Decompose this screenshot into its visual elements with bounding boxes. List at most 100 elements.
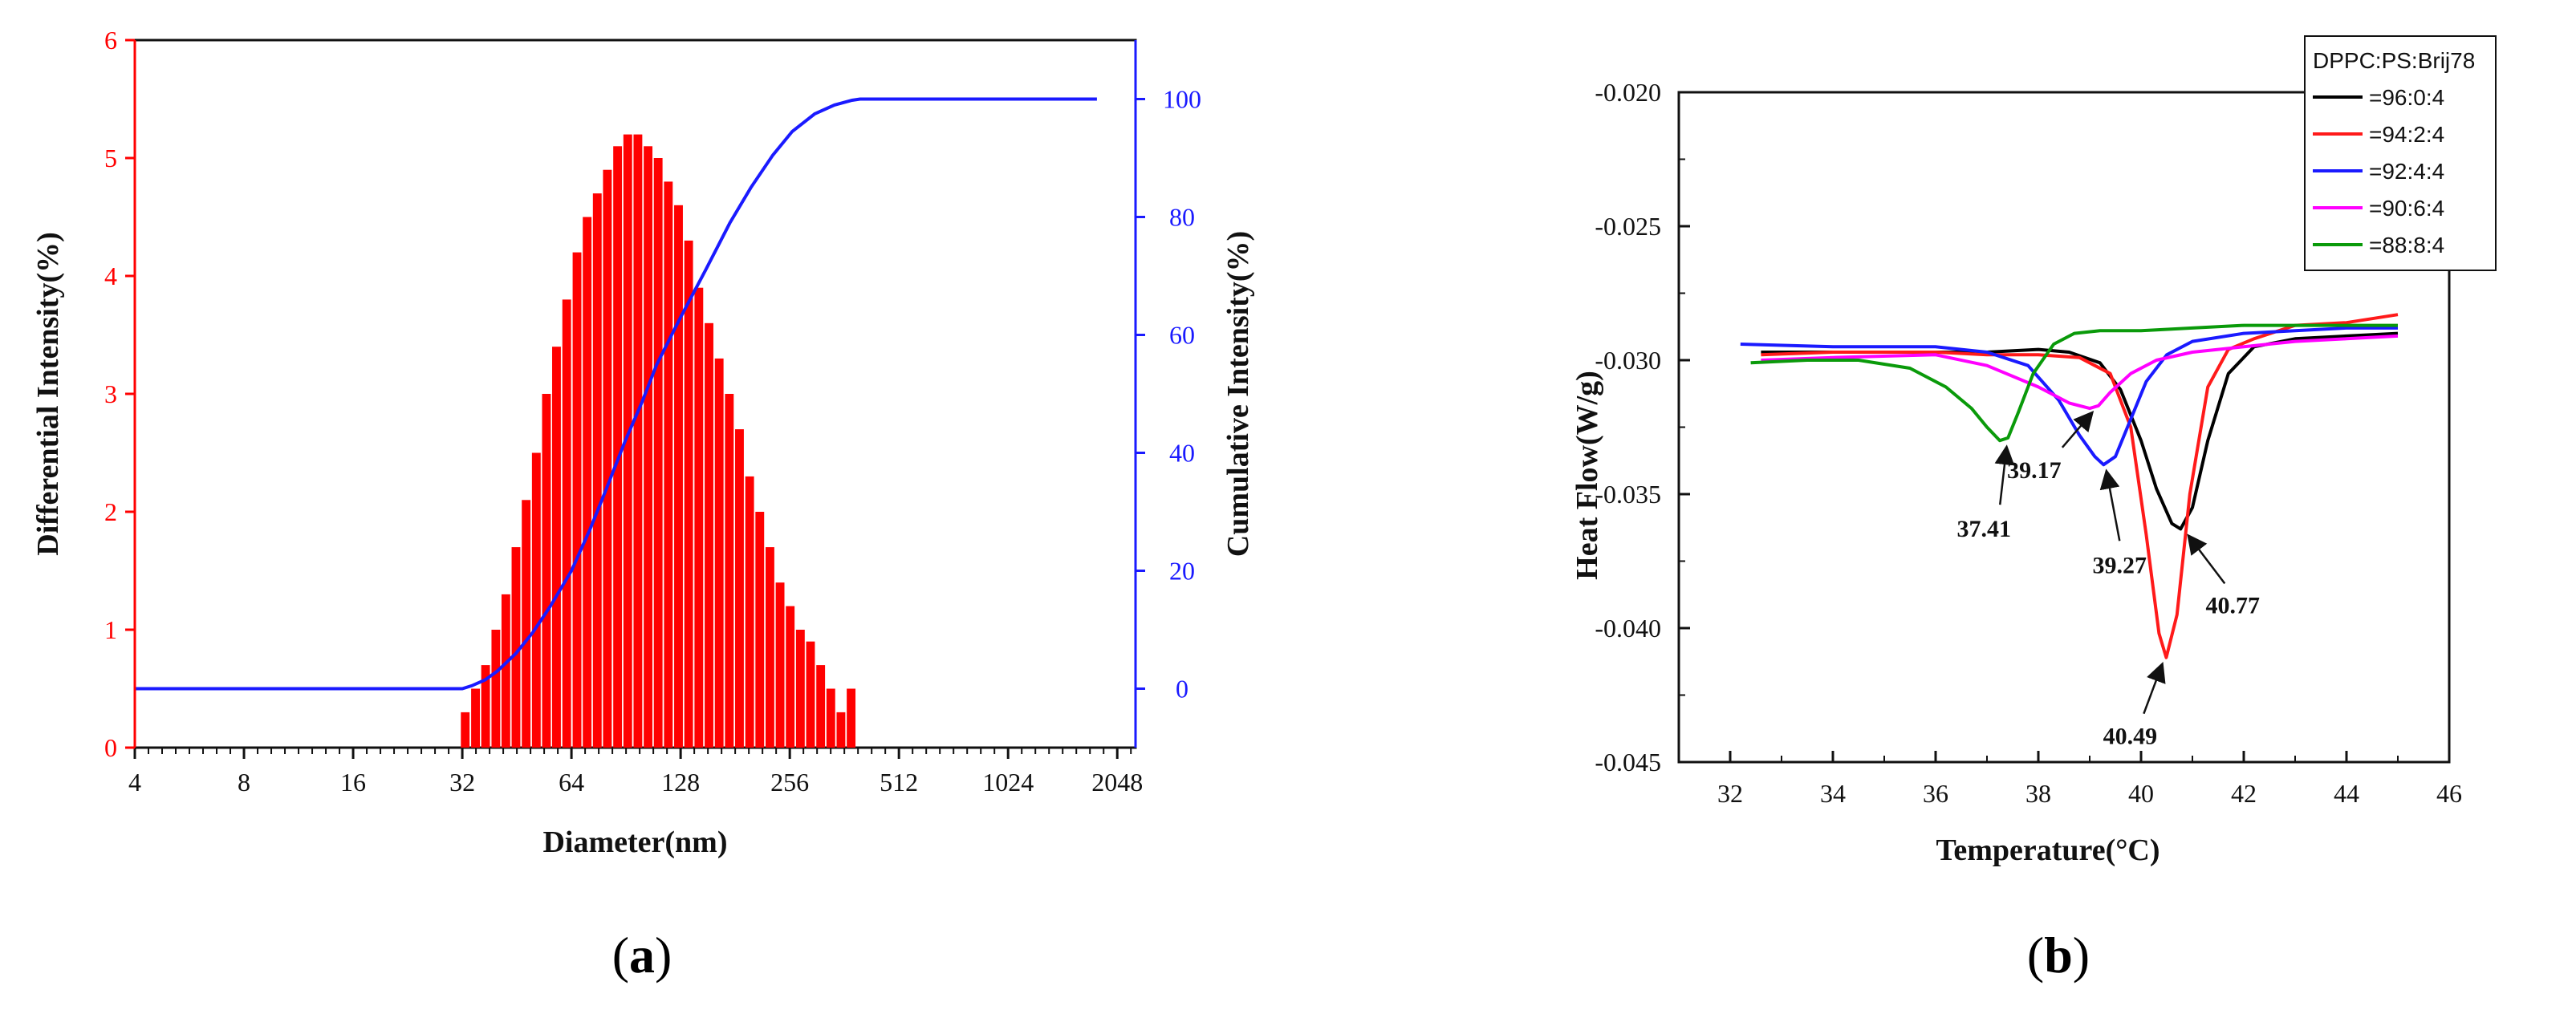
differential-bar [613,146,623,748]
panel-a-right-y-axis: 0 20 40 60 80 100 [1134,40,1201,748]
y-tick-label: 1 [104,615,117,644]
y2-tick-label: 100 [1163,85,1201,114]
y-tick-label: -0.035 [1595,480,1661,509]
differential-bar [795,630,805,748]
differential-bar [725,394,734,748]
y-tick-label: 3 [104,379,117,408]
x-tick-label: 8 [238,768,250,797]
panel-b-caption-part: b [2044,927,2073,983]
legend-label: =94:2:4 [2369,122,2444,147]
panel-a-caption-part: ) [655,927,672,983]
y2-tick-label: 80 [1169,203,1195,232]
differential-bar [603,169,612,748]
differential-bar [806,641,815,748]
differential-bar [684,240,693,748]
peak-label: 40.77 [2206,592,2261,618]
differential-bar [623,134,632,748]
y2-tick-label: 40 [1169,439,1195,468]
y-tick-label: -0.025 [1595,212,1661,241]
y-tick-label: 2 [104,497,117,526]
panel-b-caption: (b) [2027,927,2090,983]
panel-a-left-y-axis: 0 1 2 3 4 5 6 [104,26,136,762]
differential-bar [592,193,602,748]
panel-b-caption-part: ( [2027,927,2044,983]
differential-bar [481,665,490,748]
panel-a-caption: (a) [612,927,672,983]
panel-a-x-axis: 4 8 16 32 64 128 256 512 1024 2048 [128,748,1143,797]
x-tick-label: 38 [2025,779,2051,808]
x-tick-label: 2048 [1091,768,1143,797]
differential-bar [461,712,470,748]
differential-bar [836,712,846,748]
dsc-curve [1740,326,2398,467]
panel-b-legend-box [2304,35,2497,271]
differential-bar [705,322,713,748]
dsc-curve [1750,323,2398,443]
peak-arrow [2143,662,2166,715]
differential-bar [694,287,704,748]
y-tick-label: 6 [104,26,117,55]
panel-a-x-axis-label: Diameter(nm) [542,825,727,859]
differential-bar [531,452,541,748]
differential-bar [826,688,835,748]
x-tick-label: 128 [661,768,700,797]
y2-tick-label: 60 [1169,321,1195,350]
peak-arrow [1994,444,2015,505]
panel-b-caption-part: ) [2073,927,2090,983]
panel-b-x-axis: 32 34 36 38 40 42 44 46 [1717,751,2462,808]
panel-a-right-y-axis-label: Cumulative Intensity(%) [1221,231,1255,557]
panel-b-peak-annotations: 37.41 39.17 39.27 40.77 40.49 [1956,410,2261,750]
panel-b-y-axis: -0.020 -0.025 -0.030 -0.035 -0.040 -0.045 [1595,78,1690,777]
differential-bar [633,134,643,748]
y2-tick-label: 0 [1176,675,1188,704]
legend-label: =90:6:4 [2369,196,2444,221]
differential-bar [775,582,785,748]
differential-bar [653,158,663,748]
x-tick-label: 32 [1717,779,1743,808]
peak-label: 40.49 [2103,724,2158,750]
y2-tick-label: 20 [1169,557,1195,586]
differential-bar [765,547,774,748]
panel-b-legend: DPPC:PS:Brij78 =96:0:4 =94:2:4 =92:4:4 =90:… [2304,35,2497,271]
differential-bar [674,205,683,748]
differential-bar [572,252,582,748]
x-tick-label: 32 [449,768,475,797]
x-tick-label: 44 [2334,779,2359,808]
peak-label: 39.17 [2007,457,2062,484]
differential-bar [542,394,551,748]
panel-a-left-y-axis-label: Differential Intensity(%) [31,232,65,556]
differential-bar [745,476,754,748]
differential-bar [816,665,826,748]
y-tick-label: -0.045 [1595,748,1661,777]
legend-label: =88:8:4 [2369,233,2444,258]
panel-b-legend-items: =96:0:4 =94:2:4 =92:4:4 =90:6:4 =88:8:4 [2313,85,2444,258]
differential-bar [847,688,856,748]
dsc-curve [1761,313,2399,659]
x-tick-label: 1024 [982,768,1034,797]
peak-arrow [2099,468,2121,541]
y-tick-label: -0.020 [1595,78,1661,107]
peak-arrow [2061,410,2095,448]
y-tick-label: -0.030 [1595,346,1661,375]
x-tick-label: 40 [2128,779,2154,808]
differential-bar [562,299,571,748]
x-tick-label: 36 [1923,779,1948,808]
differential-bar [501,594,510,748]
differential-bar [552,347,561,748]
panel-a-chart: 4 8 16 32 64 128 256 512 1024 2048 0 1 2 3 4 5 6 0 20 40 6… [31,26,1255,859]
panel-b-y-axis-label: Heat Flow(W/g) [1570,371,1604,580]
panel-a-caption-part: a [629,927,655,983]
legend-label: =92:4:4 [2369,159,2444,184]
differential-bar [664,181,673,748]
y-tick-label: 4 [104,262,117,290]
y-tick-label: 5 [104,144,117,172]
differential-bar [735,429,744,748]
peak-arrow [2187,533,2226,585]
panel-a-caption-part: ( [612,927,629,983]
differential-bar [511,547,521,748]
peak-label: 39.27 [2093,552,2147,578]
differential-bar [491,630,501,748]
x-tick-label: 256 [770,768,809,797]
panel-b-series-lines [1740,313,2399,659]
